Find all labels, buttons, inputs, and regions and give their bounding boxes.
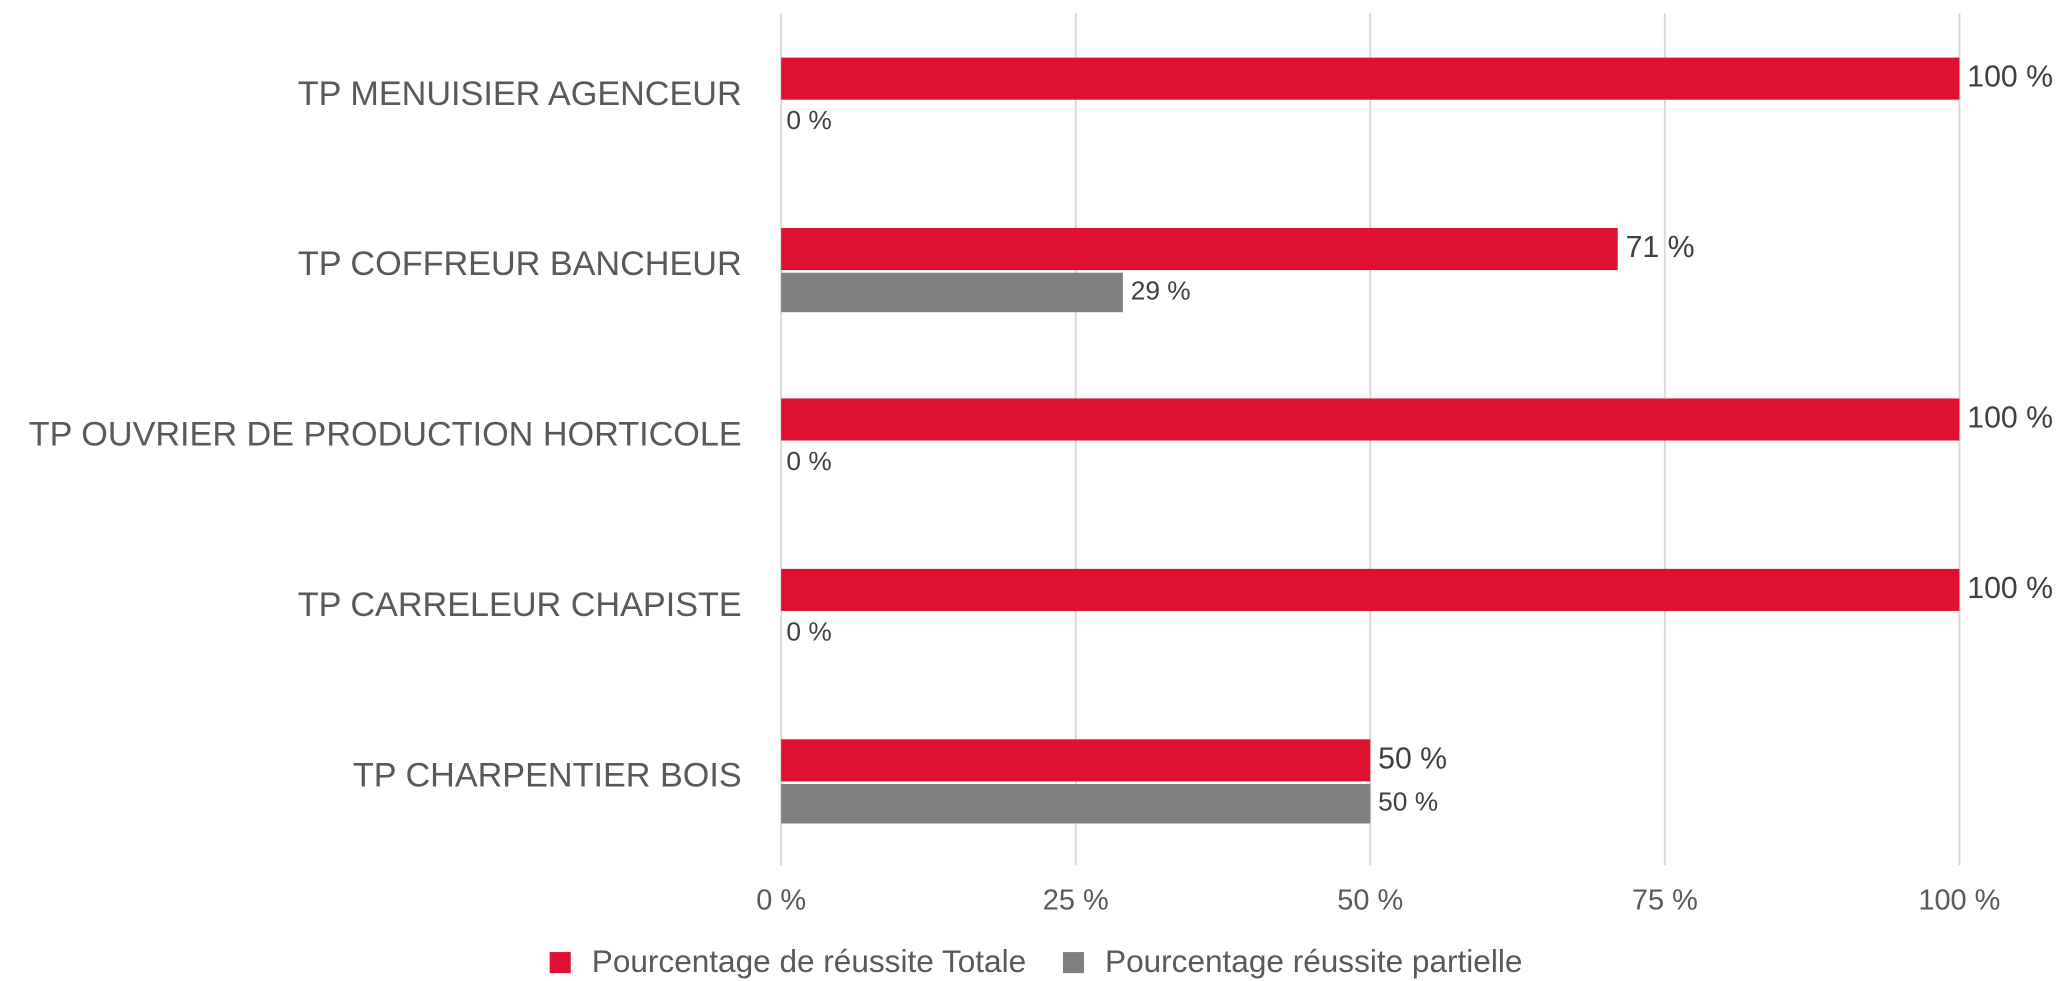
data-label: 100 %: [1967, 61, 2053, 94]
y-tick-label: TP MENUISIER AGENCEUR: [298, 75, 742, 113]
legend-swatch: [1062, 952, 1085, 974]
x-tick-label: 0 %: [756, 885, 806, 917]
bar: [781, 228, 1618, 271]
data-label: 100 %: [1967, 401, 2053, 434]
legend-label: Pourcentage de réussite Totale: [592, 943, 1026, 979]
legend-label: Pourcentage réussite partielle: [1105, 943, 1522, 979]
y-tick-label: TP CARRELEUR CHAPISTE: [298, 586, 742, 624]
data-label: 0 %: [786, 105, 831, 135]
y-tick-label: TP CHARPENTIER BOIS: [353, 756, 742, 794]
x-tick-label: 25 %: [1043, 885, 1109, 917]
data-label: 0 %: [786, 616, 831, 646]
data-label: 29 %: [1131, 275, 1191, 305]
data-label: 100 %: [1967, 572, 2053, 605]
bar: [781, 57, 1960, 100]
y-tick-label: TP COFFREUR BANCHEUR: [298, 245, 742, 283]
y-tick-label: TP OUVRIER DE PRODUCTION HORTICOLE: [29, 416, 742, 454]
legend-swatch: [549, 952, 571, 974]
data-label: 50 %: [1378, 787, 1438, 817]
bar: [781, 739, 1371, 782]
data-label: 71 %: [1626, 231, 1695, 264]
data-label: 50 %: [1378, 742, 1447, 775]
x-tick-label: 75 %: [1632, 885, 1698, 917]
bar: [781, 568, 1960, 611]
bar: [781, 398, 1960, 441]
bar: [781, 272, 1123, 313]
x-tick-label: 100 %: [1918, 885, 2000, 917]
bar: [781, 784, 1371, 824]
x-tick-label: 50 %: [1337, 885, 1403, 917]
data-label: 0 %: [786, 446, 831, 476]
